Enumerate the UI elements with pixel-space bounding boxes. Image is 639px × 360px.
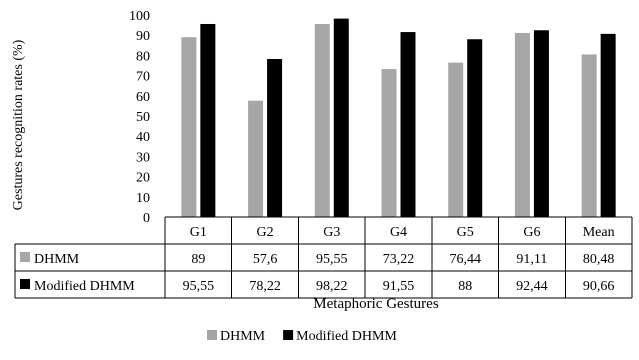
legend-key — [207, 330, 217, 340]
category-label: G1 — [190, 225, 207, 240]
y-tick-label: 70 — [136, 70, 150, 85]
bar — [400, 32, 416, 217]
data-label: 98,22 — [316, 279, 348, 294]
data-label: 78,22 — [249, 279, 281, 294]
bar — [248, 100, 264, 217]
data-label: 73,22 — [383, 252, 415, 267]
data-label: 95,55 — [183, 279, 215, 294]
y-tick-label: 60 — [136, 90, 150, 105]
data-label: 89 — [191, 252, 205, 267]
table-legend-key — [20, 279, 30, 289]
data-label: 88 — [458, 279, 472, 294]
table-legend-key — [20, 252, 30, 262]
bar — [600, 33, 616, 218]
data-label: 95,55 — [316, 252, 348, 267]
bar — [533, 30, 549, 218]
table-series-label: DHMM — [34, 252, 80, 267]
category-label: G6 — [523, 225, 540, 240]
y-tick-label: 50 — [136, 110, 150, 125]
bar — [267, 58, 283, 217]
bar — [381, 69, 397, 217]
y-tick-label: 10 — [136, 191, 150, 206]
data-table: G1 G2 G3 G4 G5 G6 Mean DHMM 89 57,6 95,55 73,22 76,4… — [14, 216, 633, 299]
bar — [200, 23, 216, 218]
y-axis-ticks: 0 10 20 30 40 50 60 70 80 90 100 — [129, 9, 150, 226]
y-tick-label: 30 — [136, 150, 150, 165]
table-series-label: Modified DHMM — [34, 279, 135, 294]
category-label: Mean — [583, 225, 615, 240]
data-label: 80,48 — [583, 252, 615, 267]
data-label: 92,44 — [516, 279, 548, 294]
bar — [314, 23, 330, 218]
bar — [514, 32, 530, 218]
data-label: 57,6 — [253, 252, 278, 267]
legend-key — [283, 330, 294, 340]
legend: DHMM Modified DHMM — [207, 329, 397, 344]
bar — [467, 39, 483, 217]
x-axis-title: Metaphoric Gestures — [313, 296, 439, 312]
bar — [181, 37, 197, 217]
data-label: 91,55 — [383, 279, 415, 294]
data-label: 91,11 — [516, 252, 547, 267]
data-label: 90,66 — [583, 279, 615, 294]
category-label: G5 — [457, 225, 474, 240]
y-tick-label: 100 — [129, 9, 150, 24]
bar — [333, 18, 349, 218]
legend-label: Modified DHMM — [296, 329, 397, 344]
y-tick-label: 20 — [136, 171, 150, 186]
y-axis-title: Gestures recognition rates (%) — [11, 39, 26, 210]
y-tick-label: 80 — [136, 49, 150, 64]
data-label: 76,44 — [449, 252, 481, 267]
category-label: G3 — [323, 225, 340, 240]
y-tick-label: 0 — [143, 211, 150, 226]
y-tick-label: 90 — [136, 29, 150, 44]
category-label: G2 — [257, 225, 274, 240]
bar — [581, 54, 597, 217]
y-tick-label: 40 — [136, 130, 150, 145]
bar — [448, 62, 464, 217]
category-label: G4 — [390, 225, 407, 240]
legend-label: DHMM — [220, 329, 266, 344]
bars — [181, 18, 616, 218]
